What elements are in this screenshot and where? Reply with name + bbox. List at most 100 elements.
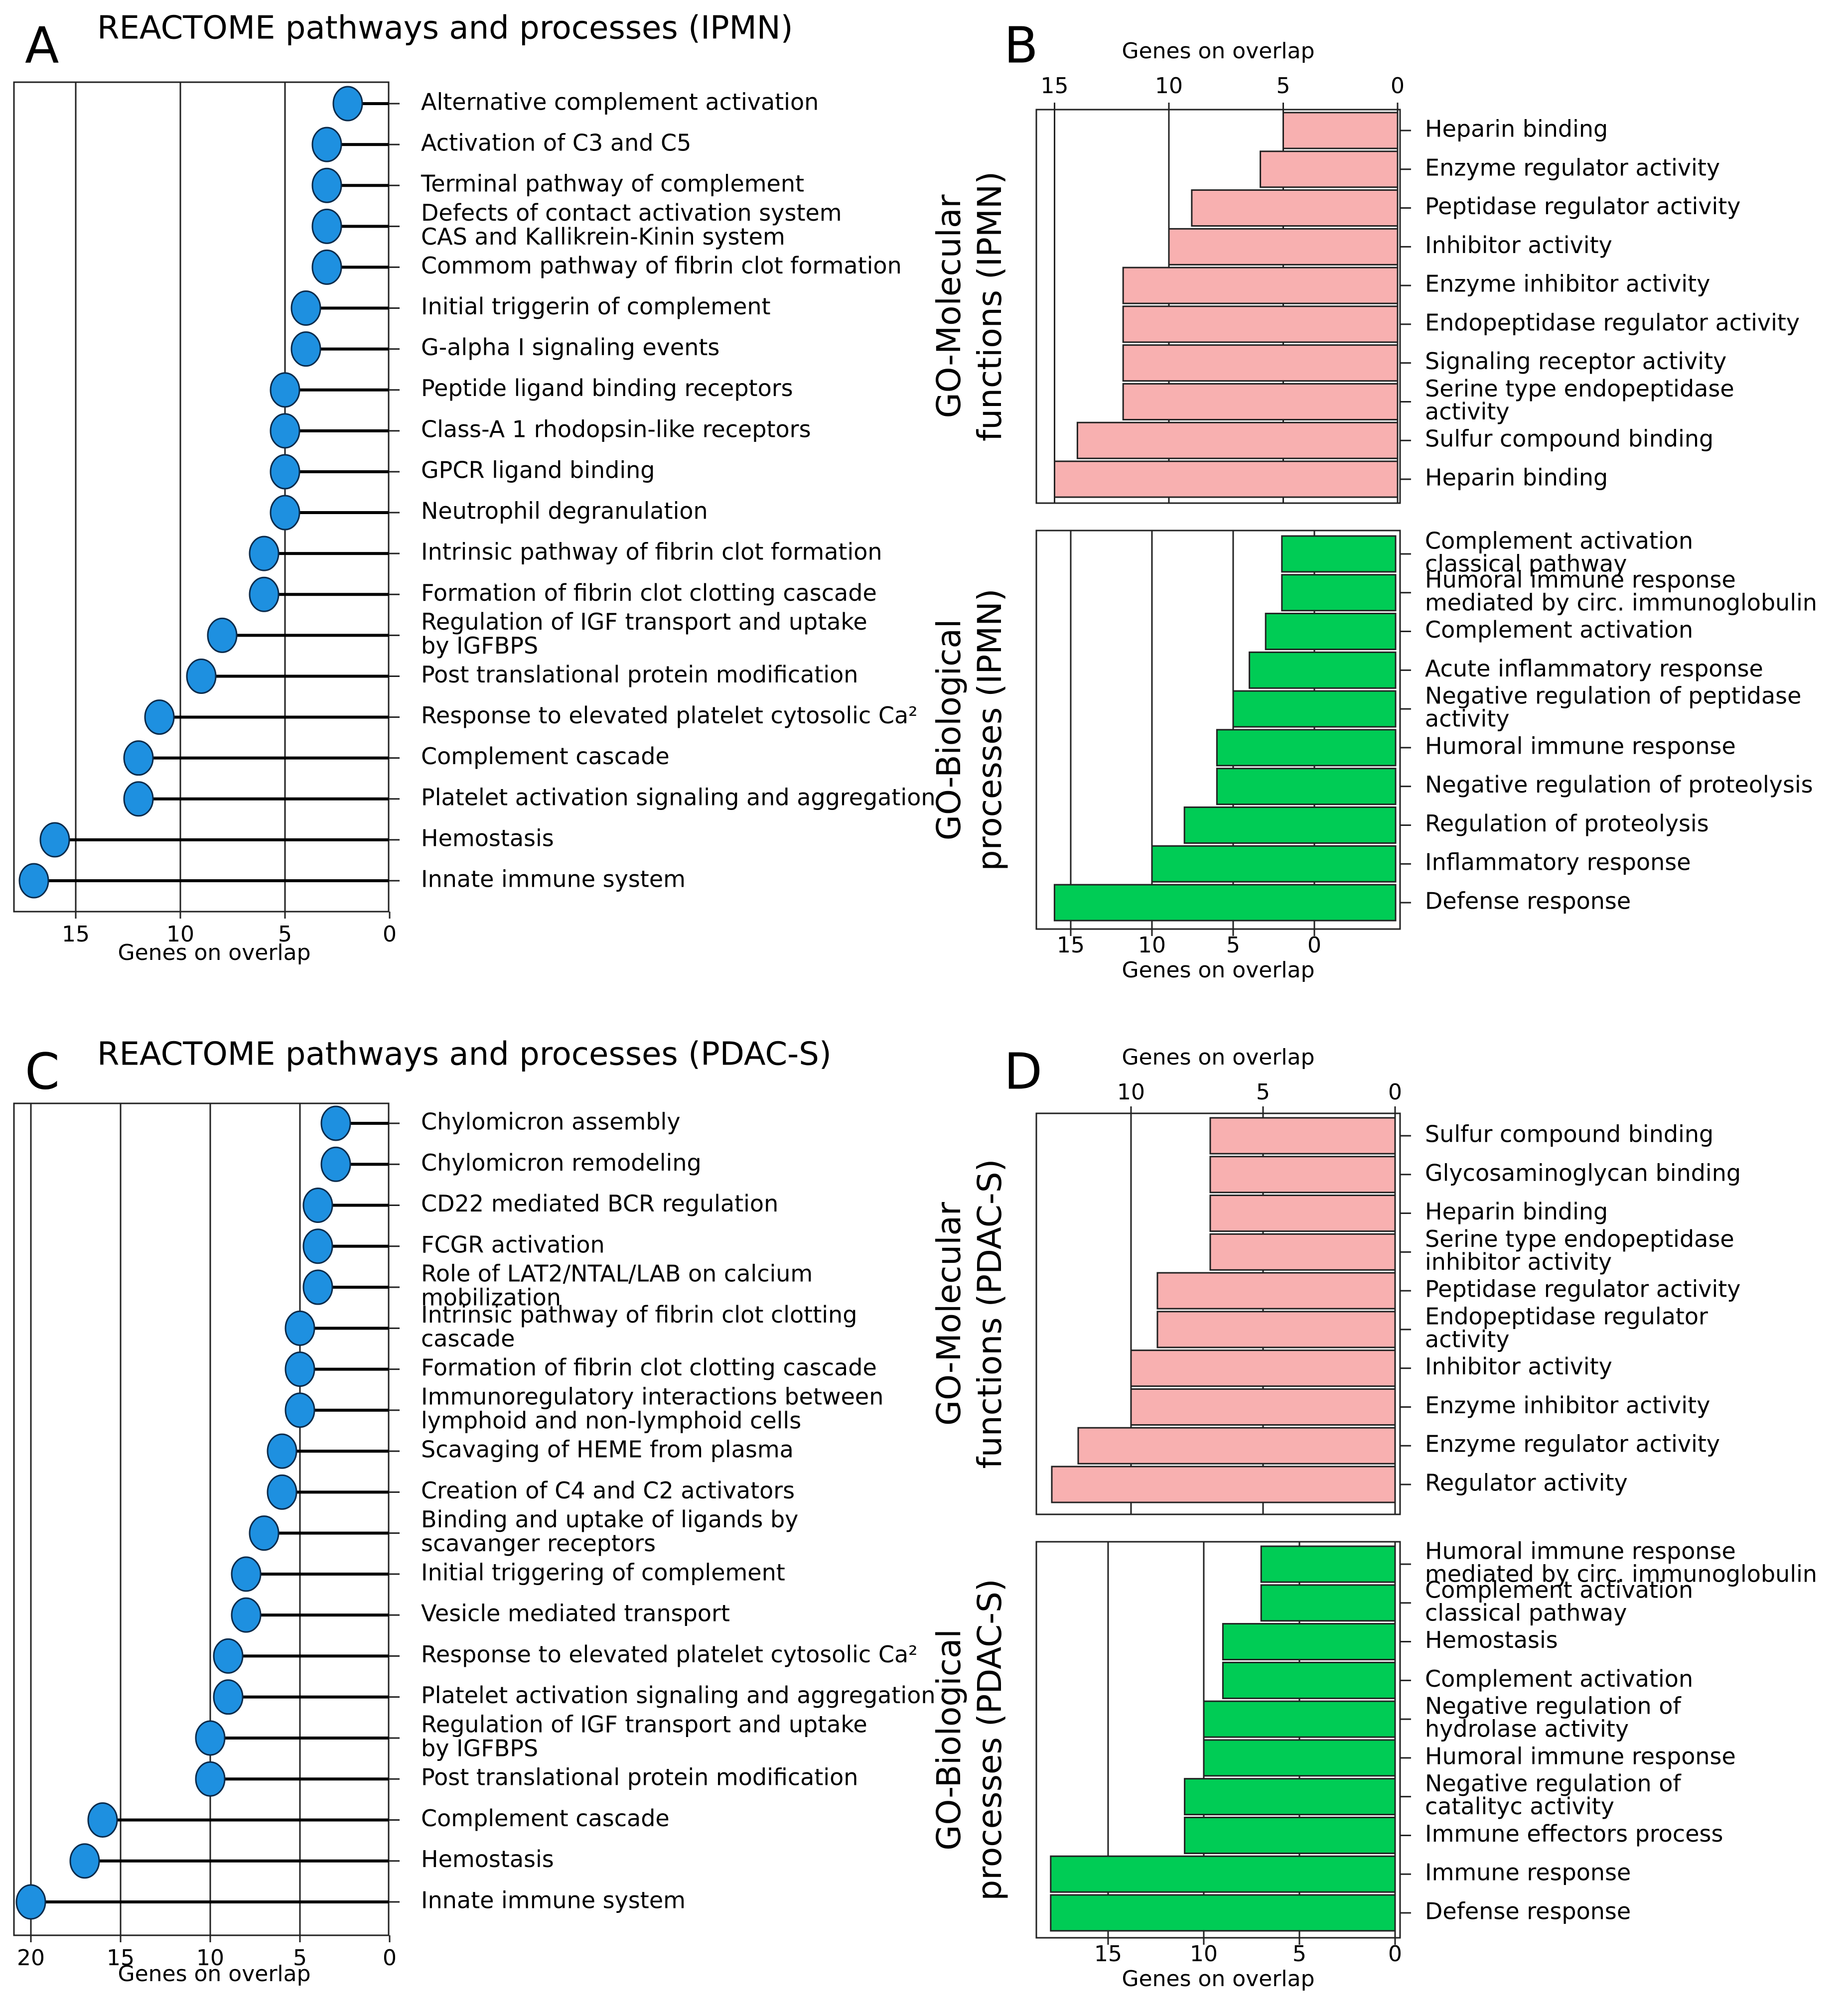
lollipop-dot — [270, 495, 300, 531]
lollipop-dot — [270, 413, 300, 449]
category-label: GPCR ligand binding — [421, 456, 655, 483]
bar — [1260, 150, 1399, 188]
category-label-line: Vesicle mediated transport — [421, 1600, 730, 1627]
bar — [1156, 1311, 1396, 1348]
y-axis-title-line: GO-Molecular — [930, 1202, 968, 1426]
category-label: Signaling receptor activity — [1425, 348, 1726, 375]
category-label-line: Glycosaminoglycan binding — [1425, 1159, 1741, 1186]
category-label: Class-A 1 rhodopsin-like receptors — [421, 415, 811, 442]
category-label: Negative regulation of proteolysis — [1425, 771, 1813, 798]
lollipop-dot — [290, 290, 321, 326]
category-label-line: Inhibitor activity — [1425, 1353, 1612, 1380]
category-label: Regulation of IGF transport and uptakeby… — [421, 1711, 867, 1761]
category-label-line: Enzyme regulator activity — [1425, 1431, 1720, 1458]
bar — [1203, 1700, 1396, 1738]
category-label: Defense response — [1425, 888, 1631, 915]
bar — [1232, 690, 1397, 728]
bar — [1077, 1427, 1396, 1465]
category-label-line: Heparin binding — [1425, 1198, 1608, 1225]
category-label-line: Signaling receptor activity — [1425, 348, 1726, 375]
category-label: Complement cascade — [421, 1805, 670, 1832]
x-axis-title: Genes on overlap — [1122, 1966, 1314, 1992]
bar — [1222, 1623, 1396, 1661]
category-label-line: Response to elevated platelet cytosolic … — [421, 1641, 918, 1668]
category-label-line: Humoral immune response — [1425, 1538, 1736, 1565]
category-label: Peptidase regulator activity — [1425, 1276, 1741, 1303]
category-label-line: classical pathway — [1425, 550, 1627, 577]
category-label: Commom pathway of fibrin clot formation — [421, 252, 902, 279]
category-label-line: by IGFBPS — [421, 1735, 538, 1761]
plot-frame — [1035, 1112, 1401, 1515]
x-tick-label: 15 — [1057, 933, 1085, 958]
x-tick-label: 0 — [383, 1945, 397, 1971]
bar — [1130, 1349, 1396, 1387]
category-label-line: Alternative complement activation — [421, 89, 819, 116]
lollipop-dot — [311, 167, 342, 203]
bar — [1151, 845, 1397, 883]
category-label: Humoral immune response — [1425, 732, 1736, 759]
category-label-line: Humoral immune response — [1425, 1743, 1736, 1769]
bar — [1051, 1466, 1396, 1503]
lollipop-dot — [302, 1188, 333, 1223]
plot-frame — [1035, 109, 1401, 504]
bar — [1222, 1661, 1396, 1699]
category-label-line: Negative regulation of peptidase — [1425, 682, 1801, 709]
bar — [1053, 884, 1397, 922]
category-label: Formation of fibrin clot clotting cascad… — [421, 1354, 877, 1381]
category-label: Post translational protein modification — [421, 661, 858, 688]
y-axis-title: GO-Molecular functions (IPMN) — [930, 171, 1009, 441]
category-label: Defects of contact activation systemCAS … — [421, 199, 842, 250]
category-label-line: Peptidase regulator activity — [1425, 193, 1741, 220]
bar — [1216, 729, 1397, 767]
category-label: Intrinsic pathway of fibrin clot clottin… — [421, 1301, 857, 1352]
panel-title: REACTOME pathways and processes (PDAC-S) — [97, 1036, 832, 1073]
category-label: Activation of C3 and C5 — [421, 130, 691, 156]
category-label: G-alpha I signaling events — [421, 334, 719, 361]
category-label-line: Immune response — [1425, 1859, 1631, 1886]
lollipop-dot — [320, 1146, 351, 1182]
bar — [1183, 806, 1397, 844]
category-label-line: Defense response — [1425, 1898, 1631, 1925]
category-label-line: Scavaging of HEME from plasma — [421, 1436, 794, 1463]
category-label-line: Post translational protein modification — [421, 1764, 858, 1791]
category-label-line: Role of LAT2/NTAL/LAB on calcium — [421, 1260, 813, 1287]
x-axis-title: Genes on overlap — [1122, 1045, 1314, 1070]
panel-letter: A — [25, 16, 59, 74]
bar — [1054, 460, 1399, 498]
x-tick-label: 0 — [1391, 73, 1405, 99]
category-label-line: classical pathway — [1425, 1599, 1627, 1626]
lollipop-dot — [123, 740, 154, 776]
bar — [1209, 1156, 1396, 1194]
category-label-line: Innate immune system — [421, 866, 686, 893]
panel-A-lollipop-0: A REACTOME pathways and processes (IPMN) 1… — [13, 10, 936, 965]
bar — [1260, 1545, 1396, 1583]
category-label: Scavaging of HEME from plasma — [421, 1436, 794, 1463]
category-label-line: Initial triggering of complement — [421, 1559, 785, 1586]
category-label: Enzyme regulator activity — [1425, 154, 1720, 181]
category-label-line: scavanger receptors — [421, 1530, 656, 1557]
category-label-line: Initial triggerin of complement — [421, 293, 771, 320]
lollipop-dot — [69, 1843, 100, 1879]
category-label: Endopeptidase regulator activity — [1425, 309, 1800, 336]
category-label-line: CAS and Kallikrein-Kinin system — [421, 223, 785, 250]
x-tick-label: 10 — [1117, 1079, 1145, 1105]
x-tick-label: 15 — [1094, 1941, 1122, 1967]
category-label-line: Regulation of IGF transport and uptake — [421, 608, 867, 635]
category-label: Complement cascade — [421, 743, 670, 770]
x-tick-label: 10 — [1190, 1941, 1218, 1967]
bar — [1122, 267, 1399, 304]
category-label-line: Enzyme inhibitor activity — [1425, 270, 1710, 297]
lollipop-dot — [39, 822, 70, 858]
bar — [1076, 421, 1399, 459]
category-label: Terminal pathway of complement — [421, 170, 804, 197]
category-label-line: FCGR activation — [421, 1231, 605, 1258]
category-label: Initial triggerin of complement — [421, 293, 771, 320]
category-label-line: G-alpha I signaling events — [421, 334, 719, 361]
category-label-line: Creation of C4 and C2 activators — [421, 1477, 795, 1504]
category-label: Chylomicron remodeling — [421, 1149, 702, 1176]
x-tick-label: 15 — [1041, 73, 1069, 99]
y-axis-title-line: GO-Molecular — [930, 194, 968, 418]
